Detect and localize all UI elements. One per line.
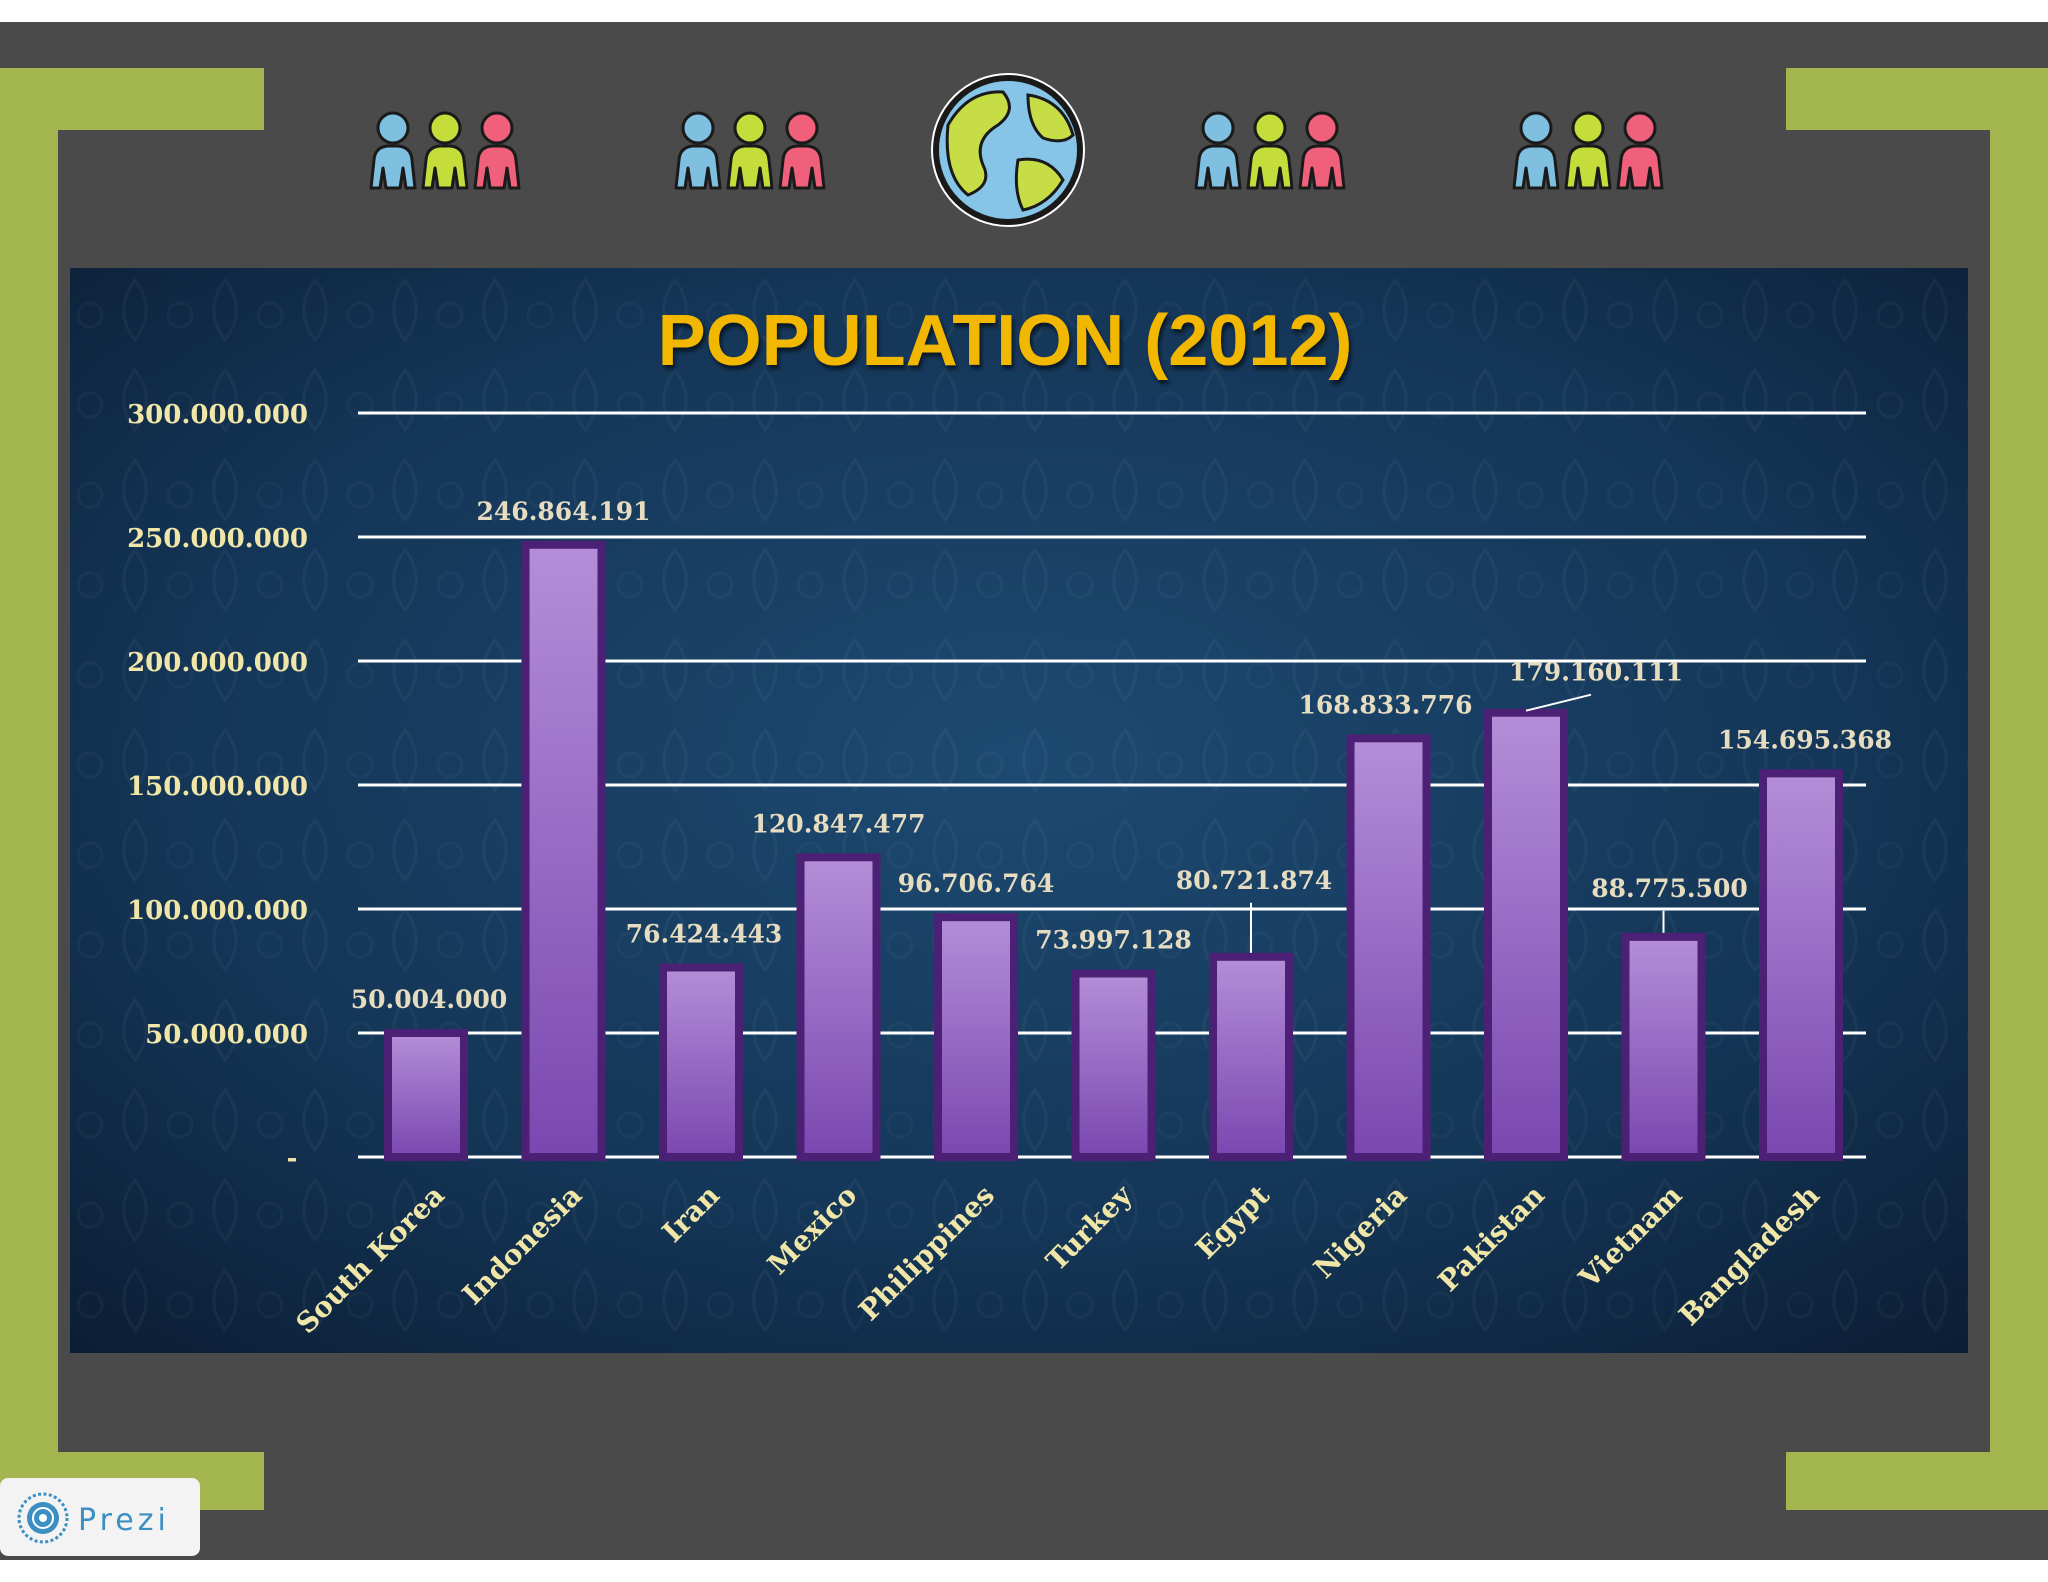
data-label: 73.997.128 [1035, 925, 1192, 954]
prezi-brand-text: Prezi [78, 1503, 170, 1538]
header-icon-row [369, 73, 1664, 227]
bar-mexico [796, 853, 881, 1162]
chart-y-axis-labels: - 50.000.000 100.000.000 150.000.000 200.000… [127, 400, 308, 1174]
bar-vietnam [1621, 932, 1706, 1161]
frame-right-v [1990, 68, 2048, 1510]
data-label: 50.004.000 [351, 985, 508, 1014]
person-blue-icon [674, 111, 722, 190]
data-label: 246.864.191 [477, 497, 651, 526]
y-tick-label: 150.000.000 [127, 772, 308, 802]
data-label: 76.424.443 [626, 919, 783, 948]
person-green-icon [1564, 111, 1612, 190]
y-tick-label: 50.000.000 [145, 1020, 308, 1050]
prezi-watermark[interactable]: Prezi [0, 1478, 200, 1556]
person-blue-icon [369, 111, 417, 190]
globe-icon [931, 73, 1085, 227]
y-tick-label: 200.000.000 [127, 648, 308, 678]
bottom-strip [0, 1560, 2048, 1582]
person-pink-icon [1616, 111, 1664, 190]
person-pink-icon [778, 111, 826, 190]
chart-title: POPULATION (2012) [658, 301, 1353, 381]
bar-south-korea [384, 1028, 468, 1162]
top-strip [0, 0, 2048, 22]
people-group-icon [369, 111, 521, 190]
frame-brackets [0, 68, 2048, 1510]
bar-pakistan [1484, 708, 1568, 1161]
y-tick-label: 100.000.000 [127, 896, 308, 926]
chart-bars [384, 540, 1843, 1162]
frame-left-v [0, 68, 58, 1510]
person-blue-icon [1194, 111, 1242, 190]
person-pink-icon [1298, 111, 1346, 190]
prezi-logo-icon [17, 1492, 69, 1544]
y-tick-label: - [287, 1144, 298, 1174]
data-label: 179.160.111 [1509, 658, 1683, 687]
chart-data-labels: 50.004.000 246.864.191 76.424.443 120.847.4… [351, 497, 1892, 1014]
people-group-icon [1512, 111, 1664, 190]
frame-bottom-right-h [1786, 1452, 2048, 1510]
bar-indonesia [521, 540, 606, 1161]
people-group-icon [674, 111, 826, 190]
prezi-badge-background [0, 1478, 200, 1556]
data-label: 154.695.368 [1718, 725, 1892, 754]
person-green-icon [1246, 111, 1294, 190]
bar-iran [659, 963, 743, 1162]
people-group-icon [1194, 111, 1346, 190]
bar-nigeria [1346, 734, 1431, 1161]
person-green-icon [726, 111, 774, 190]
person-green-icon [421, 111, 469, 190]
y-tick-label: 300.000.000 [127, 400, 308, 430]
data-label: 168.833.776 [1299, 690, 1473, 719]
data-label: 96.706.764 [898, 869, 1055, 898]
person-blue-icon [1512, 111, 1560, 190]
data-label: 88.775.500 [1591, 874, 1748, 903]
bar-bangladesh [1759, 769, 1843, 1161]
person-pink-icon [473, 111, 521, 190]
chart-panel-pattern [70, 268, 1968, 1353]
bar-philippines [934, 913, 1018, 1162]
y-tick-label: 250.000.000 [127, 524, 308, 554]
data-label: 80.721.874 [1176, 866, 1333, 895]
leader-line [1525, 693, 1592, 712]
data-label: 120.847.477 [752, 809, 926, 838]
bar-turkey [1071, 969, 1156, 1161]
bar-egypt [1209, 952, 1293, 1161]
